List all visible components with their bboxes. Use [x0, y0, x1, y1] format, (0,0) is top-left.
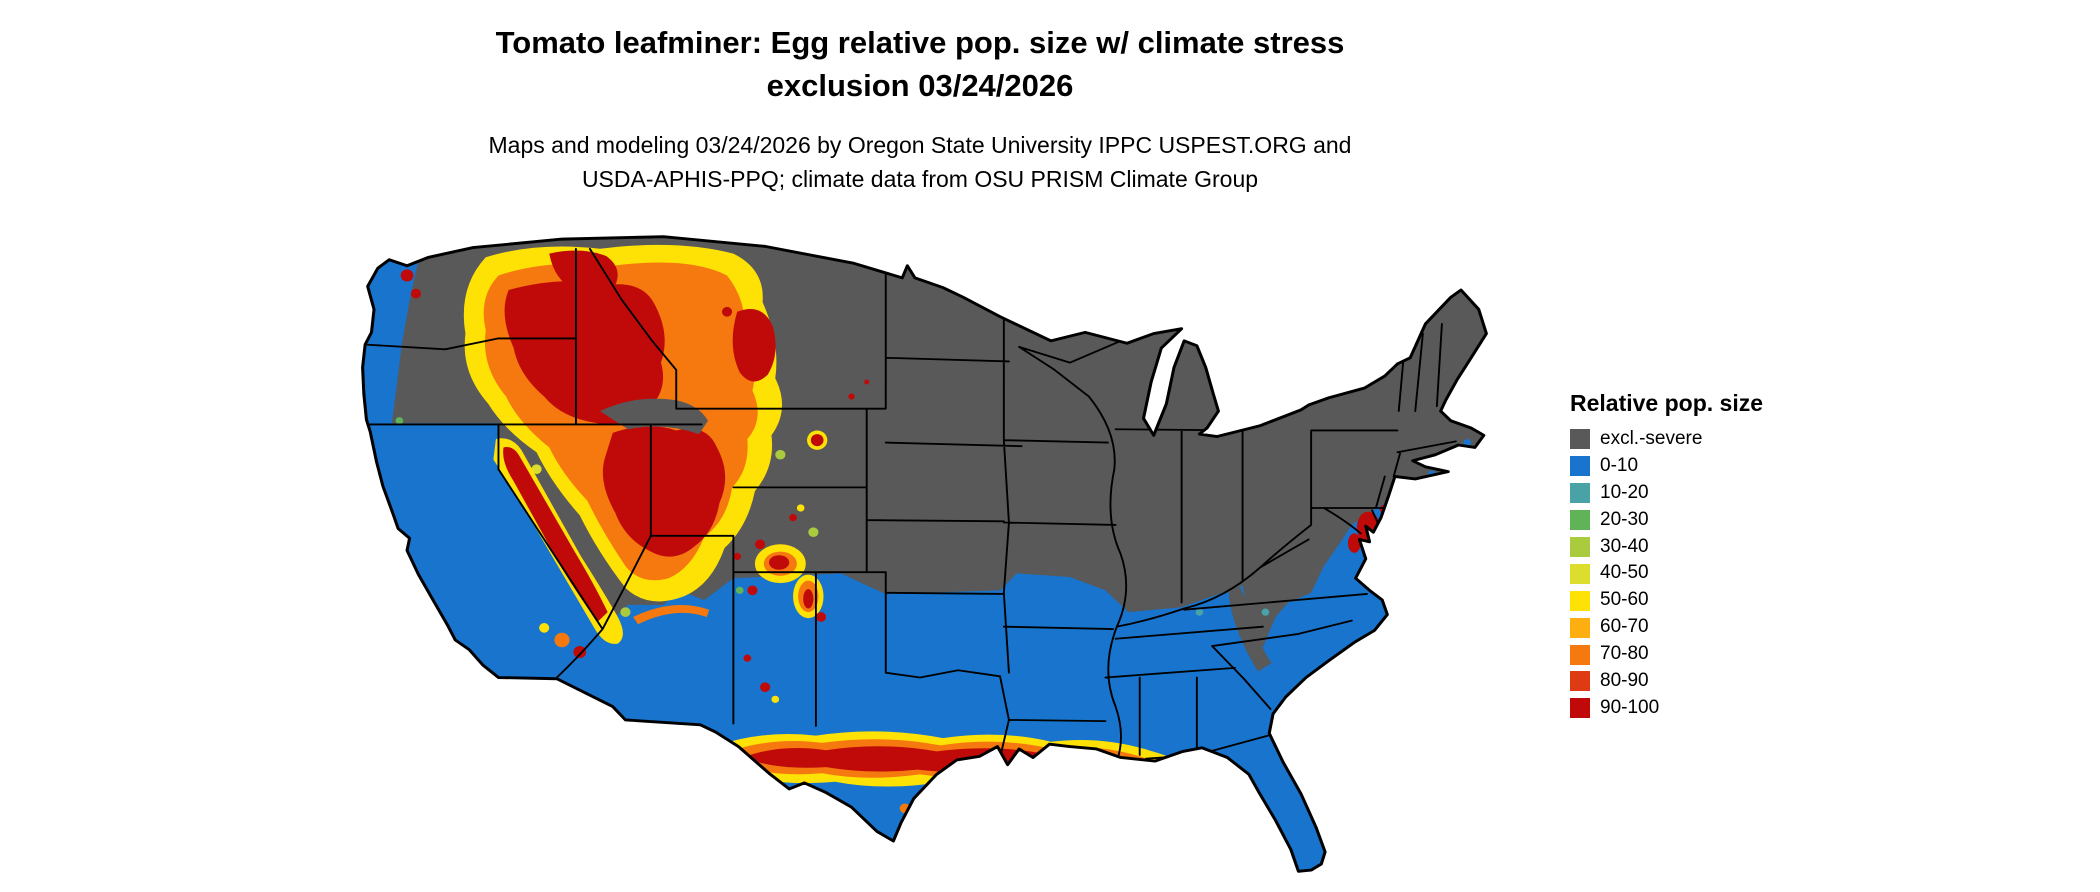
speck — [864, 379, 870, 385]
speck — [743, 654, 752, 662]
legend-item-label: 80-90 — [1600, 670, 1649, 692]
speck — [1463, 438, 1472, 447]
speck — [848, 393, 855, 400]
speck — [754, 539, 766, 550]
legend-item-label: 90-100 — [1600, 696, 1660, 718]
speck — [573, 646, 587, 659]
hotspot-nwa-red — [549, 250, 618, 293]
speck — [760, 682, 771, 693]
speck — [400, 269, 414, 282]
speck — [1140, 762, 1152, 772]
title-line-1: Tomato leafminer: Egg relative pop. size… — [495, 25, 1345, 60]
speck — [735, 586, 744, 594]
legend-item-label: 30-40 — [1600, 535, 1649, 557]
legend-item-label: 0-10 — [1600, 454, 1639, 476]
legend: Relative pop. size excl.-severe 0-10 10-20… — [1570, 390, 1763, 725]
hotspot-eor-red — [504, 281, 665, 426]
header: Tomato leafminer: Egg relative pop. size… — [320, 22, 1520, 197]
legend-item: 80-90 — [1570, 670, 1763, 692]
speck — [771, 695, 780, 703]
speck — [1188, 870, 1195, 872]
legend-item-label: 70-80 — [1600, 643, 1649, 665]
legend-swatch — [1570, 456, 1590, 477]
legend-item: 90-100 — [1570, 696, 1763, 719]
legend-item: 10-20 — [1570, 481, 1763, 504]
page-subtitle: Maps and modeling 03/24/2026 by Oregon S… — [320, 128, 1520, 197]
legend-item-label: 50-60 — [1600, 589, 1649, 611]
speck — [1015, 763, 1023, 771]
speck — [410, 288, 422, 299]
legend-item: 20-30 — [1570, 508, 1763, 531]
appalachian-gray — [1228, 586, 1272, 672]
speck — [554, 632, 570, 648]
subtitle-line-1: Maps and modeling 03/24/2026 by Oregon S… — [488, 131, 1352, 158]
legend-swatch — [1570, 698, 1590, 719]
speck — [1261, 608, 1270, 616]
us-map-container — [308, 227, 1527, 881]
legend-item: 50-60 — [1570, 589, 1763, 611]
legend-swatch — [1570, 590, 1590, 611]
speck — [775, 449, 786, 460]
legend-swatch — [1570, 617, 1590, 638]
legend-item: 0-10 — [1570, 454, 1763, 477]
legend-item: 40-50 — [1570, 563, 1763, 584]
legend-swatch — [1570, 563, 1590, 584]
speck — [716, 750, 728, 760]
speck — [1195, 608, 1204, 616]
hotspot-co-red — [768, 555, 790, 570]
legend-item-label: 10-20 — [1600, 481, 1649, 503]
legend-item: excl.-severe — [1570, 428, 1763, 450]
speck — [1372, 539, 1383, 550]
region-group-10-20 — [1195, 608, 1270, 616]
speck — [796, 504, 805, 512]
region-group-20-30 — [395, 417, 744, 594]
legend-item: 70-80 — [1570, 643, 1763, 665]
speck — [808, 527, 819, 538]
speck — [395, 417, 404, 425]
legend-swatch — [1570, 510, 1590, 531]
hotspot-nm-red — [803, 589, 814, 609]
us-map — [361, 235, 1488, 873]
legend-item-label: 20-30 — [1600, 508, 1649, 530]
speck — [1175, 867, 1183, 872]
state-borders — [362, 247, 1457, 770]
speck — [1163, 864, 1170, 871]
speck — [733, 552, 741, 561]
speck — [747, 585, 758, 596]
legend-swatch — [1570, 644, 1590, 665]
speck — [531, 464, 542, 475]
legend-items: excl.-severe 0-10 10-20 20-30 30-40 40-50 50-6… — [1570, 428, 1763, 719]
speck — [810, 434, 824, 447]
subtitle-line-2: USDA-APHIS-PPQ; climate data from OSU PR… — [581, 166, 1259, 193]
legend-item: 60-70 — [1570, 616, 1763, 638]
legend-swatch — [1570, 537, 1590, 557]
hotspot-chesapeake-red2 — [1347, 533, 1361, 553]
hotspot-mt-red — [732, 309, 776, 382]
hotspot-idnv-red — [602, 426, 726, 557]
legend-swatch — [1570, 483, 1590, 504]
speck — [815, 612, 827, 622]
legend-item-label: excl.-severe — [1600, 428, 1703, 449]
legend-item-label: 40-50 — [1600, 562, 1649, 584]
title-line-2: exclusion 03/24/2026 — [766, 67, 1074, 103]
speck — [721, 306, 733, 317]
legend-item-label: 60-70 — [1600, 616, 1649, 638]
speck — [789, 514, 797, 522]
legend-swatch — [1570, 671, 1590, 692]
legend-swatch — [1570, 429, 1590, 450]
hotspot-sierra-red — [503, 447, 608, 622]
speck — [539, 623, 550, 633]
legend-item: 30-40 — [1570, 535, 1763, 558]
speck — [620, 607, 631, 617]
legend-title: Relative pop. size — [1570, 390, 1764, 416]
page-title: Tomato leafminer: Egg relative pop. size… — [320, 22, 1520, 108]
hotspot-mogollon-orange — [633, 605, 710, 625]
